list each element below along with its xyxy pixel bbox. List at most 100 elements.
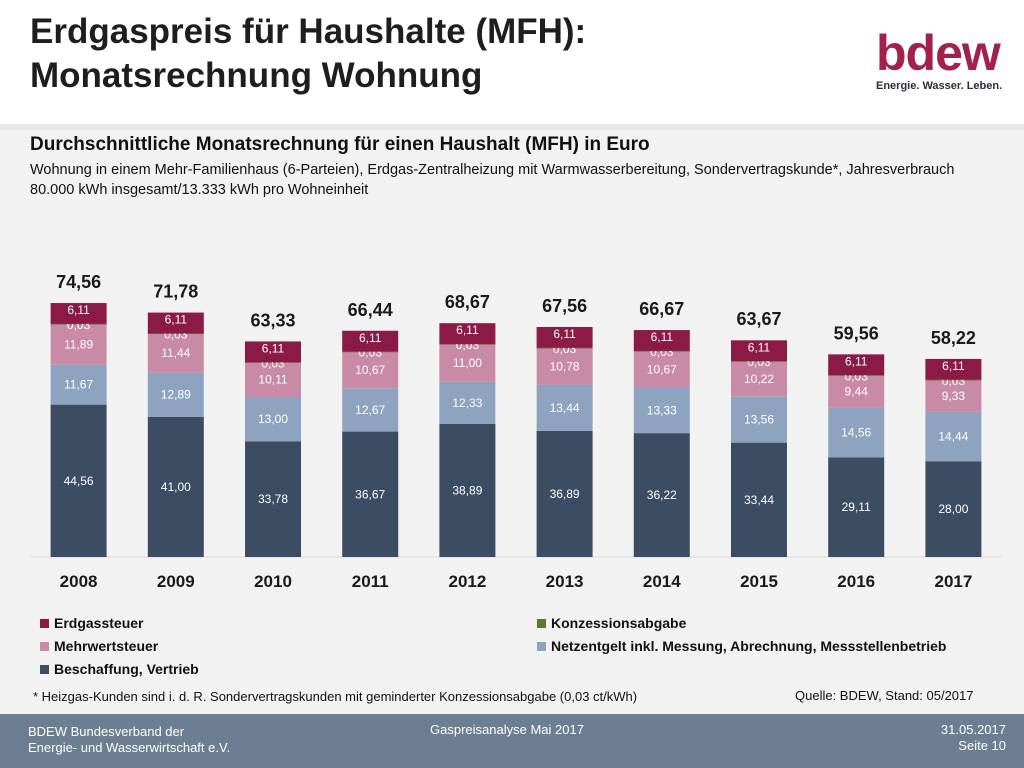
bar-segment-beschaffung (50, 404, 107, 557)
data-label-mehrwertsteuer: 10,11 (258, 373, 287, 387)
total-label: 59,56 (834, 323, 879, 343)
bar-segment-beschaffung (245, 441, 301, 557)
x-tick-label: 2008 (60, 572, 98, 591)
legend-swatch-mehrwertsteuer (40, 642, 49, 651)
data-label-netzentgelt: 12,67 (355, 403, 385, 417)
data-label-erdgassteuer: 6,11 (262, 341, 285, 355)
x-tick-label: 2012 (448, 572, 486, 591)
data-label-erdgassteuer: 6,11 (359, 331, 382, 345)
source-note: Quelle: BDEW, Stand: 05/2017 (795, 688, 974, 703)
bdew-logo: bdew Energie. Wasser. Leben. (876, 28, 1002, 92)
bar-segment-beschaffung (147, 416, 204, 557)
bar-segment-netzentgelt (925, 411, 982, 462)
bar-segment-mehrwertsteuer (245, 362, 301, 398)
bar-segment-beschaffung (536, 430, 593, 557)
bar-segment-beschaffung (925, 461, 982, 557)
bar-segment-konzessionsabgabe (828, 375, 885, 376)
bar-segment-beschaffung (342, 431, 399, 557)
legend-label-beschaffung: Beschaffung, Vertrieb (54, 661, 199, 677)
data-label-erdgassteuer: 6,11 (651, 330, 674, 344)
data-label-erdgassteuer: 6,11 (942, 359, 965, 373)
data-label-beschaffung: 36,89 (550, 487, 580, 501)
data-label-erdgassteuer: 6,11 (748, 340, 771, 354)
data-label-beschaffung: 33,44 (744, 493, 774, 507)
chart-description: Wohnung in einem Mehr-Familienhaus (6-Pa… (30, 162, 955, 198)
data-label-netzentgelt: 13,33 (647, 403, 677, 417)
bar-segment-mehrwertsteuer (439, 344, 496, 382)
bar-segment-mehrwertsteuer (536, 348, 593, 385)
data-label-beschaffung: 44,56 (64, 474, 94, 488)
bar-segment-beschaffung (633, 433, 690, 557)
total-label: 63,33 (250, 310, 295, 330)
legend-swatch-erdgassteuer (40, 619, 49, 628)
bar-segment-konzessionsabgabe (633, 350, 690, 352)
stacked-bar-chart: 44,5611,6711,890,036,1174,56200841,0012,… (30, 272, 1002, 591)
x-tick-label: 2017 (934, 572, 972, 591)
data-label-netzentgelt: 12,33 (452, 396, 482, 410)
data-label-beschaffung: 36,22 (647, 488, 677, 502)
footer-page-number: Seite 10 (958, 738, 1006, 753)
data-label-mehrwertsteuer: 9,44 (845, 385, 869, 399)
bar-segment-konzessionsabgabe (439, 344, 496, 345)
total-label: 63,67 (736, 309, 781, 329)
total-label: 71,78 (153, 282, 198, 302)
data-label-mehrwertsteuer: 11,44 (161, 346, 190, 360)
bar-segment-konzessionsabgabe (245, 362, 301, 363)
bar-segment-mehrwertsteuer (828, 375, 885, 408)
page-title-line-1: Erdgaspreis für Haushalte (MFH): (30, 12, 587, 51)
bar-segment-erdgassteuer (245, 341, 301, 363)
data-label-beschaffung: 36,67 (355, 487, 385, 501)
bar-segment-mehrwertsteuer (925, 379, 982, 412)
bar-segment-konzessionsabgabe (147, 333, 204, 335)
bar-segment-mehrwertsteuer (342, 351, 399, 389)
data-label-beschaffung: 41,00 (161, 480, 191, 494)
footer-org-line-1: BDEW Bundesverband der (28, 724, 185, 739)
bar-segment-netzentgelt (245, 397, 301, 442)
legend-item-konzessionsabgabe: Konzessionsabgabe (537, 613, 686, 633)
bar-segment-konzessionsabgabe (50, 323, 107, 325)
bar-segment-netzentgelt (50, 364, 107, 405)
total-label: 66,44 (348, 300, 393, 320)
legend-item-erdgassteuer: Erdgassteuer (40, 613, 143, 633)
bar-segment-konzessionsabgabe (925, 379, 982, 381)
bar-segment-konzessionsabgabe (342, 351, 399, 353)
data-label-erdgassteuer: 6,11 (553, 327, 576, 341)
bar-segment-beschaffung (828, 457, 885, 557)
slide-header: Erdgaspreis für Haushalte (MFH): Monatsr… (0, 0, 1024, 120)
logo-wordmark: bdew (876, 25, 1001, 81)
bar-segment-konzessionsabgabe (731, 361, 787, 362)
legend-label-konzessionsabgabe: Konzessionsabgabe (551, 615, 687, 631)
bar-segment-mehrwertsteuer (731, 361, 787, 397)
header-divider (0, 124, 1024, 130)
logo-tagline: Energie. Wasser. Leben. (876, 80, 1003, 92)
bar-segment-erdgassteuer (633, 330, 690, 351)
bar-segment-erdgassteuer (828, 354, 885, 376)
data-label-netzentgelt: 14,44 (938, 430, 968, 444)
bar-segment-erdgassteuer (731, 340, 787, 362)
x-tick-label: 2014 (643, 572, 681, 591)
bar-segment-konzessionsabgabe (536, 347, 593, 349)
legend-swatch-netzentgelt (537, 642, 546, 651)
legend-item-netzentgelt: Netzentgelt inkl. Messung, Abrechnung, M… (537, 636, 946, 656)
x-tick-label: 2011 (352, 572, 389, 591)
footer-date-page: 31.05.2017 Seite 10 (941, 722, 1006, 754)
footnote: * Heizgas-Kunden sind i. d. R. Sonderver… (33, 689, 638, 704)
total-label: 74,56 (56, 272, 101, 292)
data-label-netzentgelt: 13,56 (744, 412, 774, 426)
footer-presentation-title: Gaspreisanalyse Mai 2017 (430, 722, 584, 737)
x-tick-label: 2016 (837, 572, 875, 591)
bar-segment-netzentgelt (147, 372, 204, 417)
bar-segment-netzentgelt (633, 387, 690, 434)
bar-segment-mehrwertsteuer (50, 324, 107, 365)
legend-label-erdgassteuer: Erdgassteuer (54, 615, 144, 631)
data-label-beschaffung: 38,89 (452, 483, 482, 497)
bar-segment-beschaffung (731, 442, 787, 557)
bar-segment-netzentgelt (828, 407, 885, 458)
data-label-netzentgelt: 14,56 (841, 426, 871, 440)
bar-segment-erdgassteuer (536, 327, 593, 348)
legend-swatch-beschaffung (40, 665, 49, 674)
footer-organization: BDEW Bundesverband der Energie- und Wass… (28, 724, 230, 756)
legend-item-beschaffung: Beschaffung, Vertrieb (40, 659, 199, 679)
bar-segment-erdgassteuer (439, 323, 496, 345)
legend-swatch-konzessionsabgabe (537, 619, 546, 628)
